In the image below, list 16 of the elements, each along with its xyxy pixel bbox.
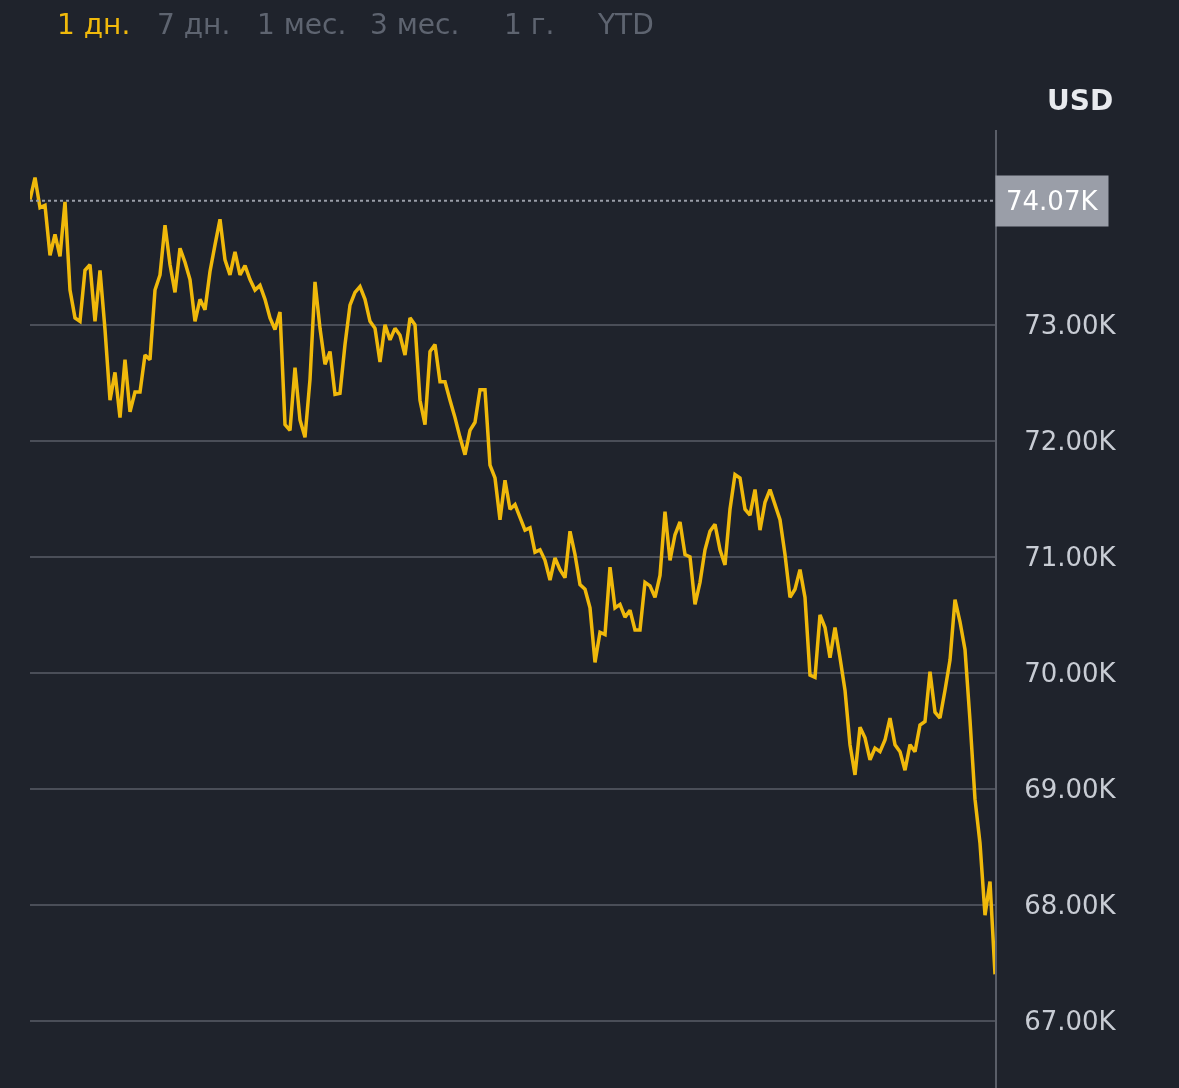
y-tick-label: 70.00K — [1024, 657, 1117, 688]
y-tick-label: 71.00K — [1024, 541, 1117, 572]
text: 1 дн. — [57, 8, 131, 41]
y-tick-label: 68.00K — [1024, 889, 1117, 920]
text: 3 мес. — [370, 8, 460, 41]
y-tick-label: 72.00K — [1024, 425, 1117, 456]
text: 7 дн. — [157, 8, 231, 41]
text: 1 мес. — [257, 8, 347, 41]
text: 1 г. — [504, 8, 555, 41]
y-tick-label: 73.00K — [1024, 309, 1117, 340]
y-tick-label: 67.00K — [1024, 1005, 1117, 1036]
y-axis-title: USD — [1047, 84, 1114, 117]
line-series — [30, 175, 995, 977]
text: YTD — [597, 8, 654, 41]
ref-line-label: 74.07K — [1006, 186, 1099, 216]
y-tick-label: 69.00K — [1024, 773, 1117, 804]
